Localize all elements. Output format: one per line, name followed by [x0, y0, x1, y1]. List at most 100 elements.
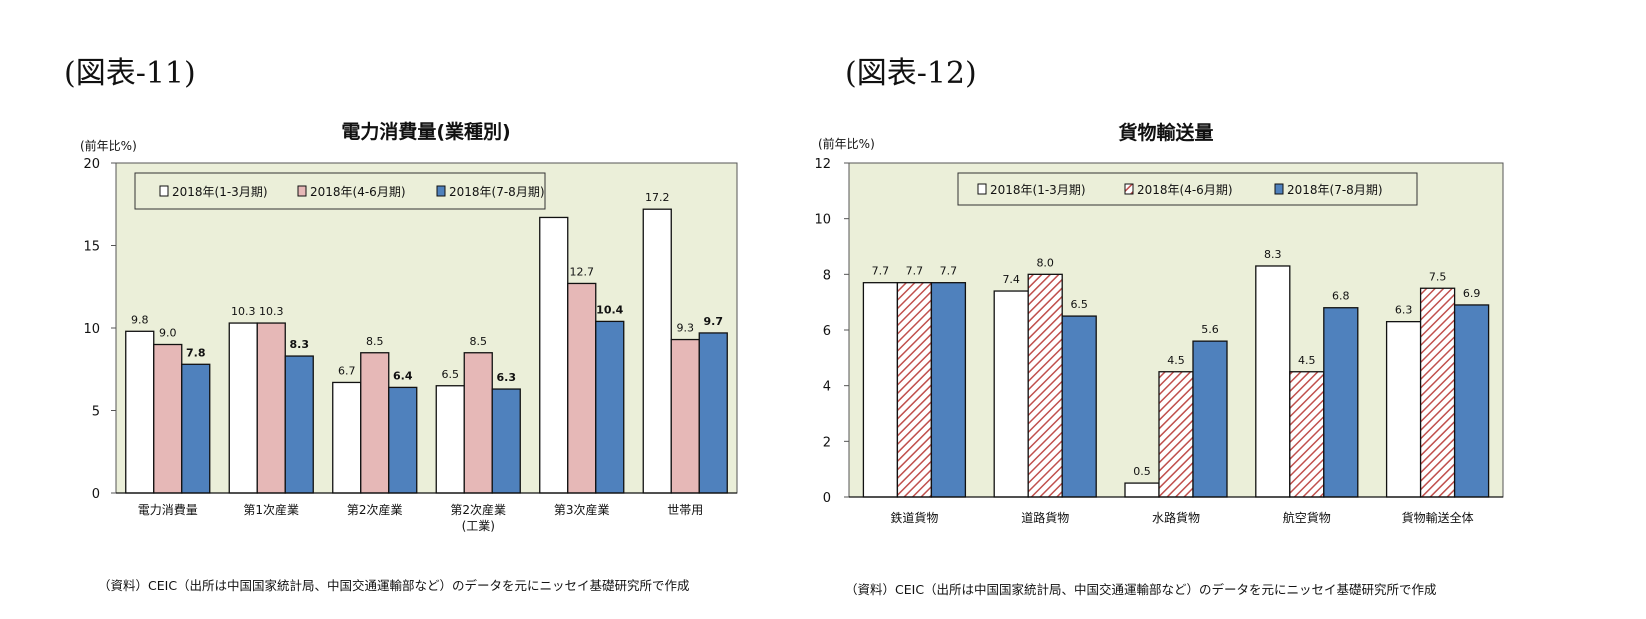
left-bar: [491, 388, 521, 494]
right-legend-swatch: [1274, 183, 1284, 195]
right-data-label: 6.5: [1070, 298, 1088, 311]
left-legend-swatch: [297, 185, 307, 197]
right-bar: [896, 282, 933, 498]
left-bar: [332, 381, 362, 494]
left-legend-swatch: [436, 185, 446, 197]
right-bar: [1192, 340, 1228, 498]
left-y-tick-label: 10: [83, 322, 100, 337]
figure-12-label: (図表-12): [845, 56, 977, 91]
right-data-label: 6.8: [1332, 290, 1350, 303]
right-y-tick-label: 10: [814, 213, 831, 228]
left-category-label: (工業): [462, 519, 495, 533]
left-bar: [360, 352, 390, 494]
left-data-label: 9.0: [159, 327, 177, 340]
right-data-label: 7.5: [1429, 270, 1447, 283]
right-data-label: 4.5: [1167, 354, 1185, 367]
right-data-label: 7.4: [1002, 273, 1020, 286]
left-bar: [153, 343, 183, 494]
left-plot-area: [115, 162, 738, 494]
left-category-label: 第2次産業: [450, 502, 506, 517]
left-data-label: 6.5: [442, 368, 460, 381]
left-bar: [435, 385, 465, 494]
left-data-label: 9.3: [677, 322, 695, 335]
left-bar: [642, 208, 672, 494]
left-category-label: 電力消費量: [138, 502, 198, 517]
right-bar: [930, 282, 967, 498]
left-data-label: 7.8: [186, 346, 206, 359]
right-data-label: 6.9: [1463, 287, 1481, 300]
left-category-label: 第2次産業: [347, 502, 403, 517]
right-bar: [1419, 287, 1456, 498]
right-legend-label: 2018年(4-6月期): [1137, 183, 1233, 197]
left-bar: [284, 355, 314, 494]
right-bar: [993, 290, 1029, 498]
left-bar: [595, 320, 625, 494]
left-legend: [134, 172, 546, 210]
left-bar: [463, 352, 493, 494]
right-bar: [1385, 320, 1422, 498]
right-bar: [1289, 371, 1325, 498]
left-data-label: 6.4: [393, 369, 413, 382]
left-category-label: 世帯用: [667, 503, 703, 517]
right-bar: [862, 282, 899, 498]
left-data-label: 8.3: [290, 338, 310, 351]
right-bar: [1124, 482, 1160, 498]
right-data-label: 6.3: [1395, 304, 1413, 317]
right-legend-label: 2018年(1-3月期): [990, 183, 1086, 197]
left-chart-title: 電力消費量(業種別): [341, 120, 510, 143]
right-data-label: 8.3: [1264, 248, 1282, 261]
right-y-unit-label: (前年比%): [818, 136, 875, 151]
right-chart-title: 貨物輸送量: [1118, 121, 1213, 144]
right-data-label: 7.7: [872, 265, 890, 278]
source-note-right: （資料）CEIC（出所は中国国家統計局、中国交通運輸部など）のデータを元にニッセ…: [845, 582, 1437, 597]
left-data-label: 9.7: [704, 315, 724, 328]
right-data-label: 7.7: [906, 265, 924, 278]
left-y-tick-label: 5: [92, 405, 100, 420]
right-y-tick-label: 8: [823, 268, 831, 283]
left-bar: [256, 322, 286, 494]
right-bar: [1453, 304, 1490, 498]
left-bar: [670, 338, 700, 494]
right-y-tick-label: 2: [823, 435, 831, 450]
left-bar: [567, 282, 597, 494]
right-y-tick-label: 6: [823, 324, 831, 339]
right-legend-swatch: [977, 183, 987, 195]
left-data-label: 17.2: [645, 191, 670, 204]
right-bar: [1061, 315, 1097, 498]
left-data-label: 6.7: [338, 364, 356, 377]
left-legend-swatch: [159, 185, 169, 197]
right-data-label: 4.5: [1298, 354, 1316, 367]
right-bar: [1323, 307, 1359, 498]
right-y-tick-label: 12: [814, 157, 831, 172]
right-y-tick-label: 4: [823, 380, 831, 395]
left-y-tick-label: 15: [83, 240, 100, 255]
right-data-label: 8.0: [1036, 256, 1054, 269]
left-data-label: 8.5: [470, 335, 488, 348]
left-data-label: 10.3: [259, 305, 284, 318]
left-y-tick-label: 20: [83, 157, 100, 172]
left-bar: [388, 386, 418, 494]
right-data-label: 0.5: [1133, 465, 1151, 478]
left-data-label: 10.4: [596, 303, 623, 316]
left-bar: [125, 330, 155, 494]
left-bar: [181, 363, 211, 494]
right-legend-label: 2018年(7-8月期): [1287, 183, 1383, 197]
right-legend: [957, 172, 1418, 206]
left-legend-label: 2018年(7-8月期): [449, 185, 545, 199]
right-category-label: 航空貨物: [1283, 510, 1331, 525]
left-category-label: 第3次産業: [554, 502, 610, 517]
figure-11-label: (図表-11): [64, 56, 196, 91]
left-data-label: 8.5: [366, 335, 384, 348]
right-bar: [1027, 273, 1063, 498]
left-y-unit-label: (前年比%): [80, 138, 137, 153]
left-category-label: 第1次産業: [243, 502, 299, 517]
right-category-label: 貨物輸送全体: [1402, 510, 1474, 525]
left-legend-label: 2018年(1-3月期): [172, 185, 268, 199]
left-bar: [539, 216, 569, 494]
right-data-label: 7.7: [940, 265, 958, 278]
left-data-label: 9.8: [131, 313, 149, 326]
right-legend-swatch: [1124, 183, 1134, 195]
right-category-label: 道路貨物: [1021, 510, 1069, 525]
right-category-label: 鉄道貨物: [890, 510, 938, 525]
